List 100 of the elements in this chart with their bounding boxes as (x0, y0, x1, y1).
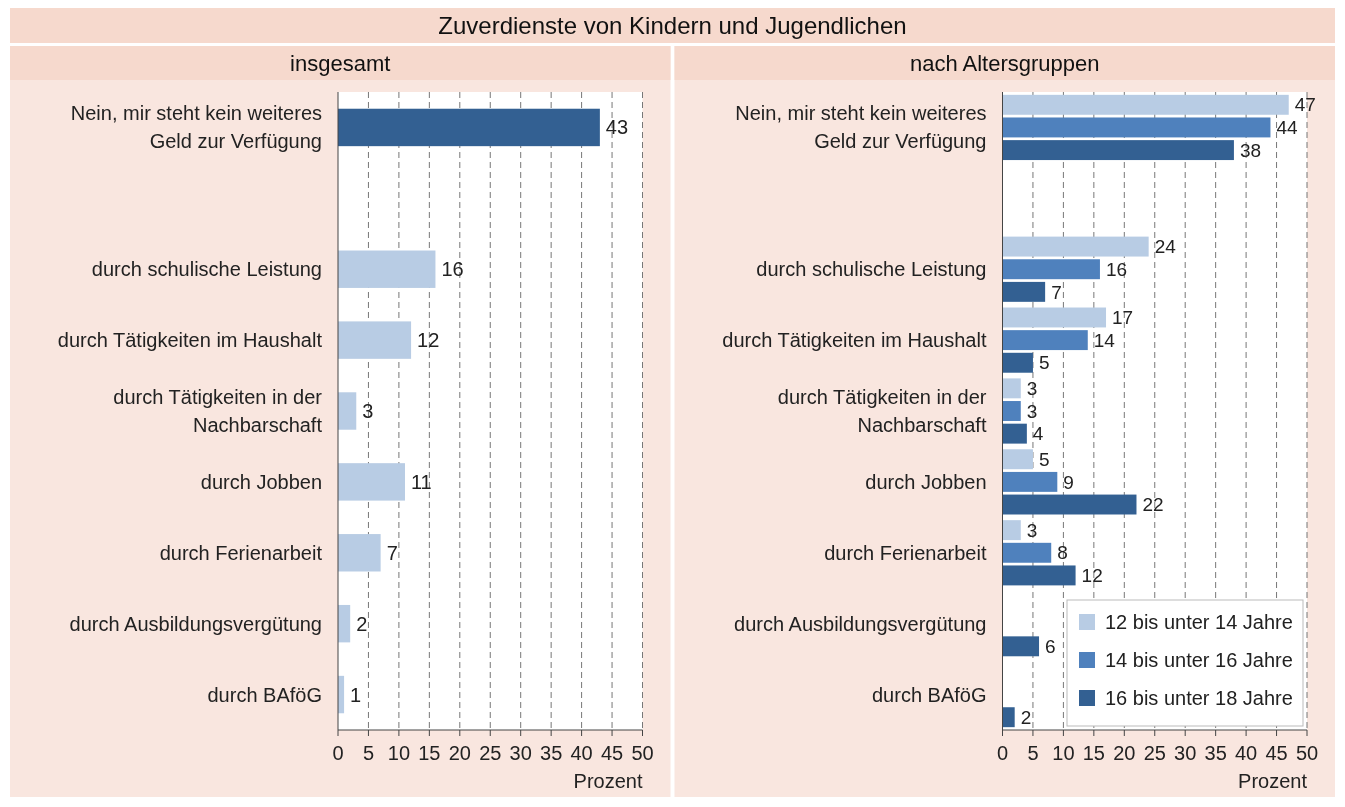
data-label: 47 (1294, 94, 1316, 116)
x-tick-label: 35 (540, 742, 563, 764)
y-tick-label: durch schulische Leistung (91, 258, 322, 281)
x-tick-label: 30 (1174, 742, 1197, 764)
data-label: 4 (1032, 423, 1044, 445)
bar (1002, 494, 1137, 515)
x-tick-label: 20 (1113, 742, 1136, 764)
x-tick-label: 40 (570, 742, 593, 764)
bar (1002, 542, 1052, 563)
y-tick-label: durch Jobben (865, 470, 987, 493)
data-label: 24 (1154, 236, 1177, 258)
y-tick-label: durch Ausbildungsvergütung (734, 612, 987, 635)
bar (338, 534, 381, 572)
data-label: 3 (1026, 378, 1038, 399)
data-label: 16 (441, 258, 464, 281)
data-label: 9 (1063, 471, 1074, 493)
x-tick-label: 45 (600, 742, 624, 764)
data-label: 38 (1239, 139, 1262, 161)
x-tick-label: 15 (1082, 742, 1105, 764)
x-tick-label: 25 (1143, 742, 1166, 764)
data-label: 14 (1093, 329, 1116, 351)
x-tick-label: 45 (1265, 742, 1288, 764)
legend-label: 12 bis unter 14 Jahre (1105, 611, 1293, 633)
x-tick-label: 15 (418, 742, 441, 764)
x-tick-label: 50 (1295, 742, 1319, 764)
x-tick-label: 20 (448, 742, 471, 764)
bar (338, 392, 357, 430)
data-label: 3 (362, 400, 374, 422)
bar (338, 250, 436, 288)
x-tick-label: 35 (1204, 742, 1227, 764)
y-tick-label: durch Tätigkeiten im Haushalt (57, 329, 323, 352)
y-tick-label: durch BAföG (207, 683, 322, 706)
bar (1002, 565, 1076, 586)
bar (1002, 352, 1033, 373)
y-tick-label: durch Tätigkeiten im Haushalt (722, 329, 987, 352)
bar (338, 321, 412, 359)
bar (1002, 259, 1100, 280)
y-tick-label: durch Ferienarbeit (159, 541, 323, 564)
y-tick-label: durch Ausbildungsvergütung (69, 612, 322, 635)
data-label: 22 (1142, 494, 1164, 516)
x-tick-label: 10 (1052, 742, 1075, 764)
x-tick-label: 10 (387, 742, 411, 764)
chart-title: Zuverdienste von Kindern und Jugendlichen (438, 12, 907, 40)
chart-subtitle: nach Altersgruppen (909, 50, 1100, 76)
y-tick-label: durch schulische Leistung (756, 258, 987, 281)
bar (1002, 330, 1088, 351)
x-tick-label: 0 (996, 742, 1009, 764)
x-tick-label: 0 (332, 742, 344, 764)
bar (1002, 94, 1289, 115)
x-tick-label: 5 (1027, 742, 1039, 764)
data-label: 3 (1026, 519, 1038, 541)
bar (1002, 636, 1040, 657)
y-tick-label: durch Tätigkeiten in der Nachbarschaft (113, 386, 323, 436)
bar (1002, 117, 1271, 138)
data-label: 7 (1051, 281, 1062, 303)
y-tick-label: Nein, mir steht kein weiteres Geld zur Verfügung (70, 102, 322, 153)
data-label: 11 (410, 470, 432, 493)
bar (1002, 520, 1021, 541)
data-label: 3 (1026, 400, 1038, 422)
bar (1002, 281, 1046, 302)
x-tick-label: 25 (479, 742, 502, 764)
data-label: 1 (350, 683, 362, 706)
y-tick-label: durch BAföG (871, 683, 987, 706)
bar (1002, 307, 1107, 328)
data-label: 16 (1105, 258, 1128, 280)
x-tick-label: 50 (631, 742, 654, 764)
data-label: 7 (386, 541, 398, 564)
legend-label: 16 bis unter 18 Jahre (1105, 687, 1293, 709)
data-label: 2 (1020, 706, 1032, 728)
data-label: 12 (1081, 565, 1103, 587)
data-label: 5 (1038, 352, 1050, 374)
legend-label: 14 bis unter 16 Jahre (1105, 649, 1293, 671)
bar (1002, 236, 1149, 257)
x-tick-label: 5 (362, 742, 375, 764)
x-axis-title: Prozent (1238, 770, 1308, 792)
chart-subtitle: insgesamt (290, 50, 391, 76)
x-tick-label: 30 (509, 742, 532, 764)
data-label: 8 (1057, 542, 1068, 564)
bar (338, 463, 405, 501)
bar (1002, 471, 1058, 492)
y-tick-label: durch Jobben (200, 470, 322, 493)
data-label: 17 (1112, 307, 1134, 329)
bar (1002, 378, 1021, 399)
bar (1002, 449, 1033, 470)
y-tick-label: durch Ferienarbeit (824, 541, 987, 564)
data-label: 2 (356, 612, 368, 635)
bar (1002, 401, 1021, 421)
x-axis-title: Prozent (573, 770, 643, 792)
data-label: 43 (605, 116, 629, 139)
data-label: 5 (1038, 448, 1050, 470)
bar (1002, 423, 1027, 444)
data-label: 44 (1276, 117, 1299, 139)
data-label: 12 (417, 329, 440, 352)
x-tick-label: 40 (1234, 742, 1258, 764)
data-label: 6 (1045, 635, 1056, 657)
y-tick-label: durch Tätigkeiten in der Nachbarschaft (777, 386, 987, 436)
bar (338, 108, 600, 147)
bar (1002, 140, 1234, 161)
y-tick-label: Nein, mir steht kein weiteres Geld zur Verfügung (735, 102, 987, 153)
bar (1002, 707, 1015, 728)
